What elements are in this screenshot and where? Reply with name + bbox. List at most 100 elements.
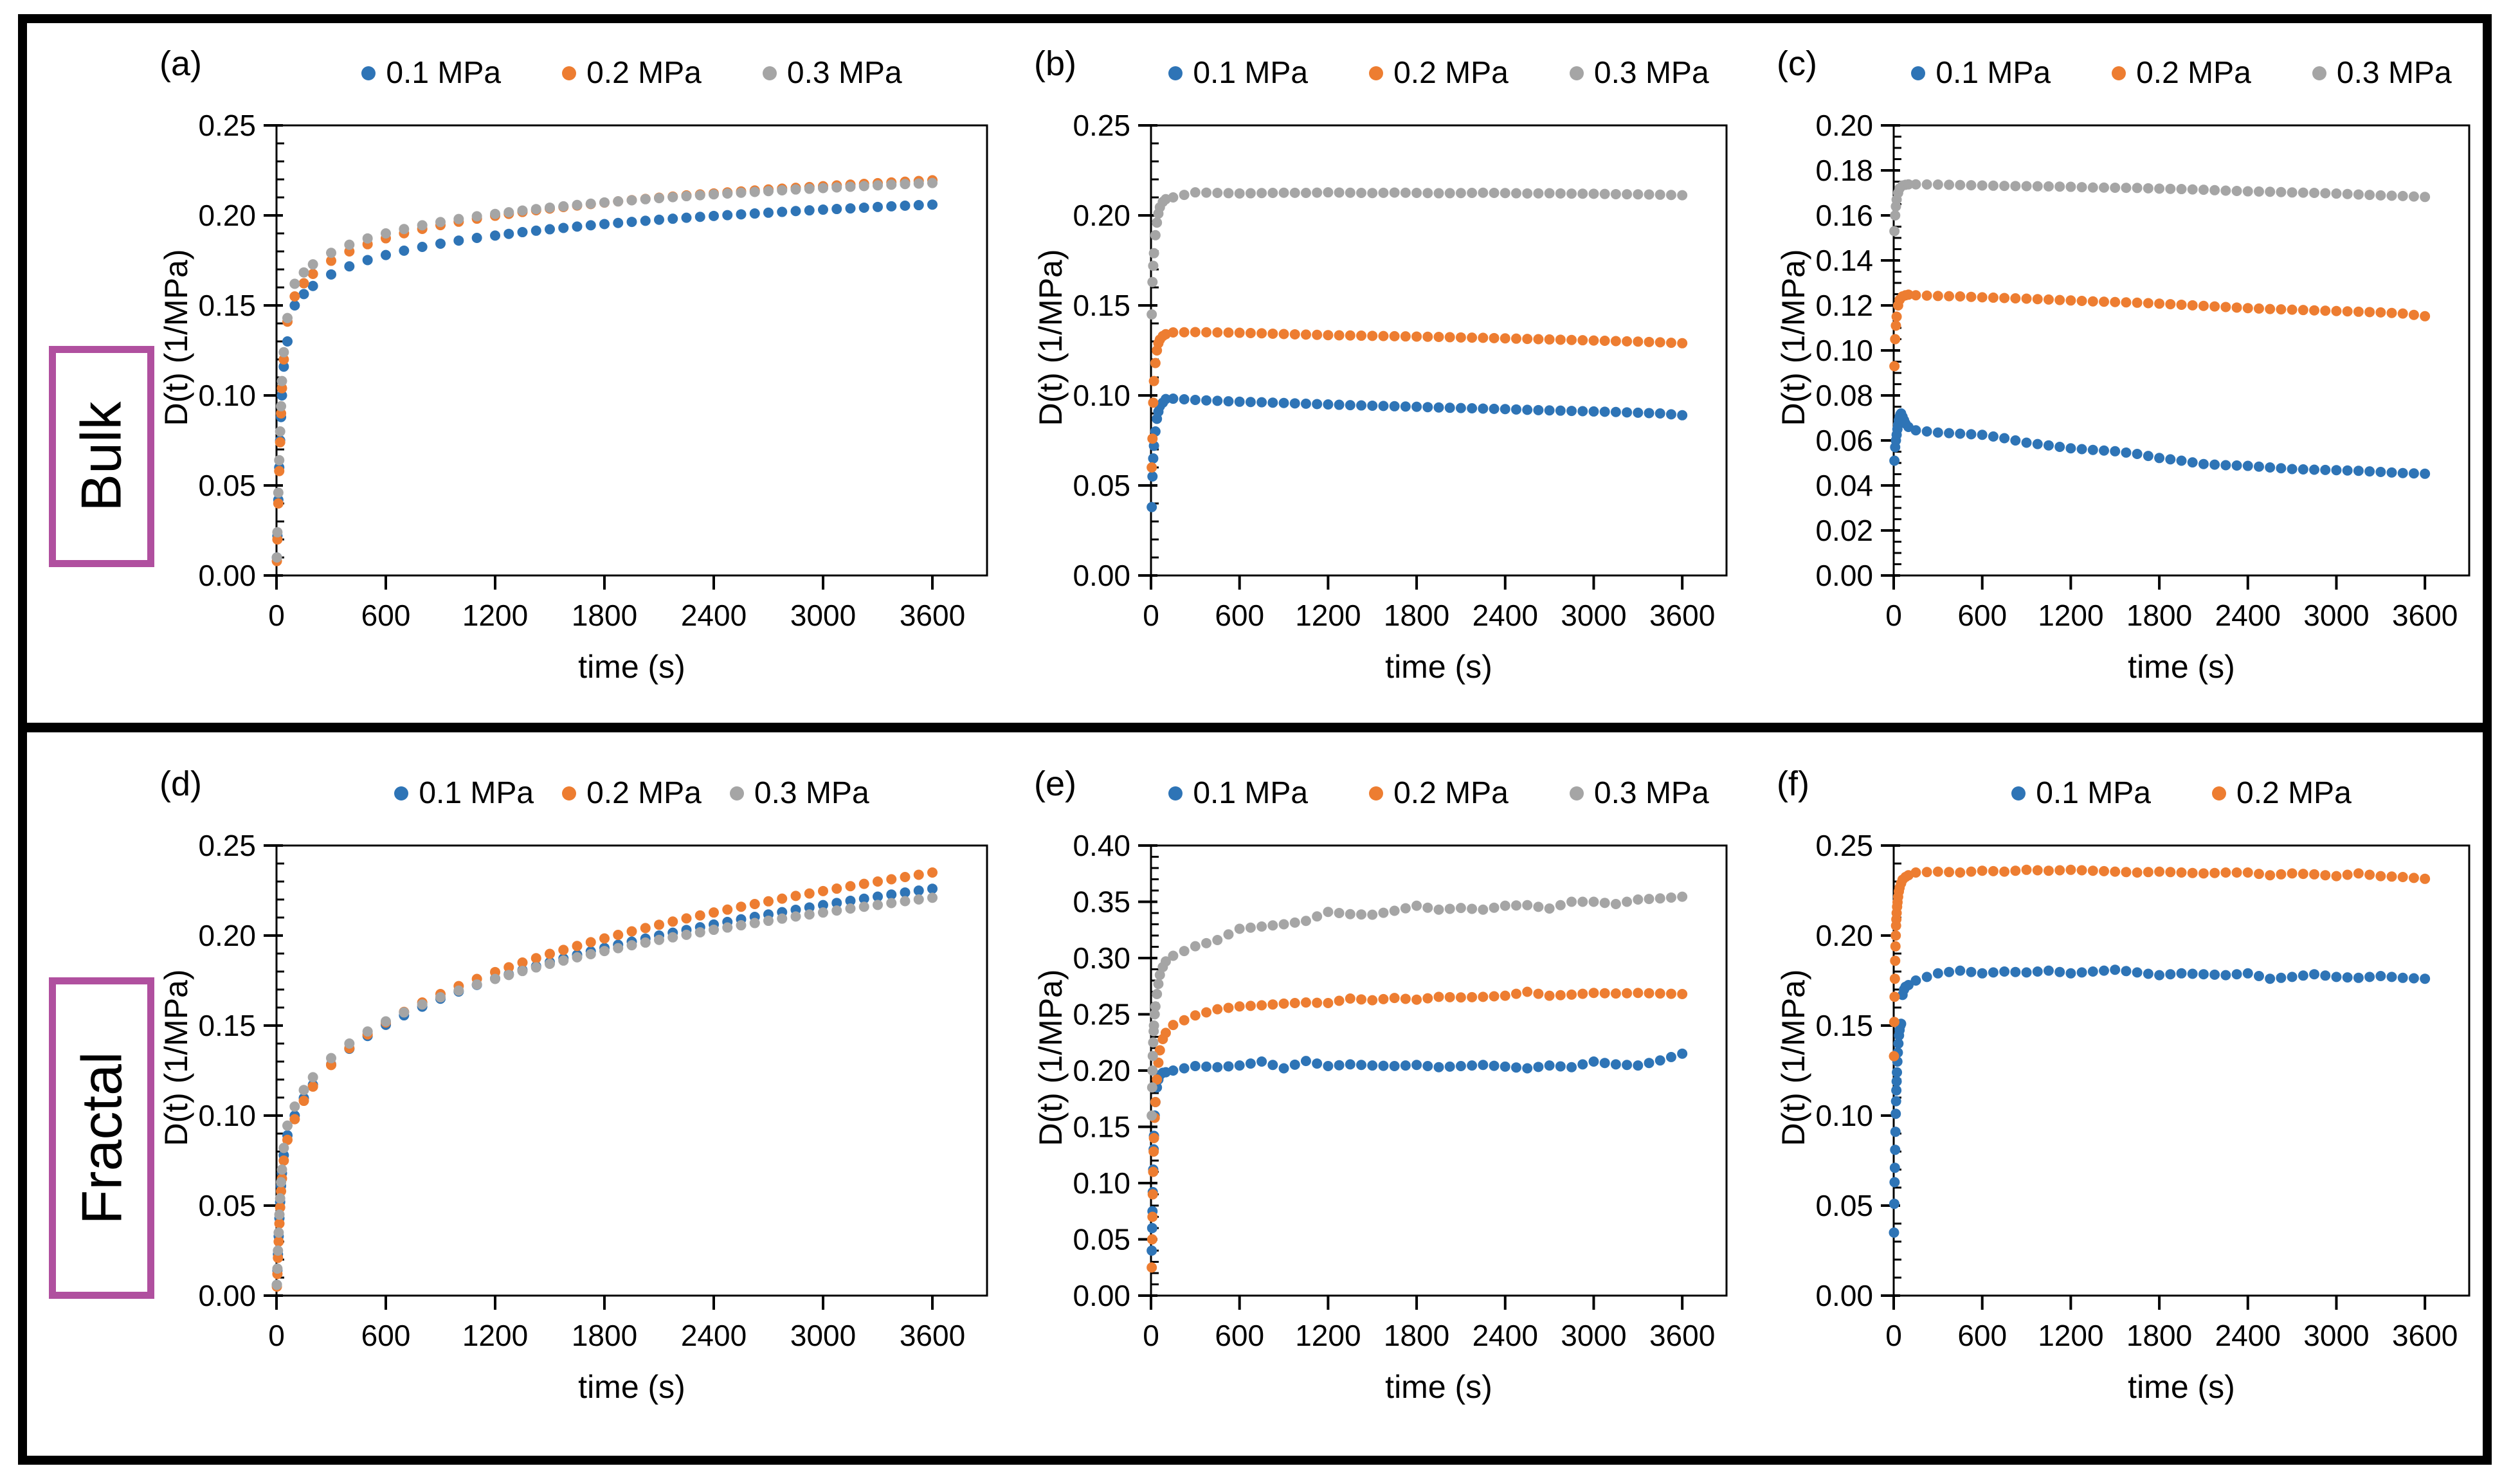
data-point <box>2242 968 2253 979</box>
data-point <box>1633 189 1644 200</box>
data-point <box>927 867 938 878</box>
data-point <box>1278 998 1289 1009</box>
data-point <box>307 280 318 291</box>
data-point <box>1422 188 1433 199</box>
data-point <box>490 973 500 984</box>
data-point <box>1256 1000 1267 1011</box>
legend-marker-icon <box>562 66 577 80</box>
legend-item: 0.3 MPa <box>1569 775 1709 811</box>
data-point <box>381 1016 391 1027</box>
data-point <box>1289 398 1300 409</box>
data-point <box>2331 305 2342 316</box>
data-point <box>709 925 719 936</box>
data-point <box>1367 188 1378 199</box>
figure-outer-border <box>18 14 2492 1465</box>
data-point <box>1389 187 1400 198</box>
data-point <box>298 267 309 278</box>
data-point <box>1510 1062 1521 1073</box>
data-point <box>307 1081 318 1092</box>
x-tick-label: 2400 <box>2215 599 2281 632</box>
data-point <box>2198 458 2209 469</box>
data-point <box>273 487 284 498</box>
legend-marker-icon <box>1168 786 1183 801</box>
panel-letter: (d) <box>159 765 202 803</box>
legend-marker-icon <box>2112 66 2126 80</box>
data-point <box>273 498 284 509</box>
data-point <box>2298 970 2308 981</box>
data-point <box>326 255 336 266</box>
data-point <box>2386 467 2397 478</box>
data-point <box>1566 406 1577 417</box>
data-point <box>1489 902 1500 913</box>
data-point <box>2242 867 2253 878</box>
data-point <box>1478 1060 1489 1071</box>
data-point <box>804 205 815 216</box>
data-point <box>1179 190 1190 201</box>
data-point <box>1510 188 1521 199</box>
data-point <box>1378 187 1389 198</box>
data-point <box>1334 399 1345 410</box>
data-point <box>1633 336 1644 347</box>
data-point <box>1190 187 1201 198</box>
data-point <box>1312 997 1323 1008</box>
data-point <box>274 466 285 476</box>
data-point <box>1312 187 1323 198</box>
data-point <box>749 918 760 928</box>
data-point <box>1889 1227 1899 1238</box>
data-point <box>1411 331 1422 342</box>
data-point <box>1988 431 1999 442</box>
data-point <box>1152 989 1163 999</box>
data-point <box>2276 869 2287 880</box>
y-tick-label: 0.00 <box>1073 1279 1130 1312</box>
y-tick-label: 0.18 <box>1815 154 1873 187</box>
data-point <box>1910 975 1921 986</box>
data-point <box>763 186 774 197</box>
data-point <box>2287 972 2298 982</box>
data-point <box>1566 896 1577 907</box>
y-tick-label: 0.10 <box>1073 379 1130 412</box>
plot-frame <box>1150 124 1728 577</box>
data-point <box>818 907 828 918</box>
data-point <box>2099 965 2110 976</box>
data-point <box>2065 443 2076 454</box>
row-divider <box>18 723 2492 732</box>
data-point <box>2220 302 2231 312</box>
data-point <box>1988 180 1999 191</box>
data-point <box>1890 210 1901 221</box>
data-point <box>2154 866 2165 877</box>
data-point <box>2110 866 2121 877</box>
x-tick-label: 2400 <box>681 599 747 632</box>
legend-marker-icon <box>1369 66 1384 80</box>
data-point <box>709 907 719 918</box>
data-point <box>1633 988 1644 999</box>
data-point <box>2276 186 2287 197</box>
data-point <box>1890 930 1901 941</box>
data-point <box>1903 289 1914 300</box>
data-point <box>1323 907 1334 918</box>
data-point <box>1147 462 1157 473</box>
x-tick-label: 1800 <box>2126 1319 2192 1352</box>
data-point <box>1147 1065 1158 1076</box>
data-point <box>1400 993 1411 1004</box>
data-point <box>362 233 373 244</box>
data-point <box>1522 404 1533 415</box>
data-point <box>1610 899 1621 909</box>
legend-label: 0.1 MPa <box>386 56 502 90</box>
data-point <box>900 887 911 898</box>
data-point <box>278 1155 289 1166</box>
data-point <box>2231 969 2242 980</box>
data-point <box>2032 439 2043 449</box>
data-point <box>1345 993 1355 1004</box>
data-point <box>2420 873 2431 884</box>
data-point <box>1223 188 1234 199</box>
data-point <box>694 190 705 201</box>
data-point <box>2353 972 2364 983</box>
data-point <box>1345 330 1355 341</box>
data-point <box>585 198 596 209</box>
data-point <box>1932 968 1943 979</box>
data-point <box>640 194 651 204</box>
data-point <box>2364 190 2375 201</box>
data-point <box>1212 1004 1223 1015</box>
data-point <box>1977 865 1988 876</box>
data-point <box>1323 399 1334 410</box>
